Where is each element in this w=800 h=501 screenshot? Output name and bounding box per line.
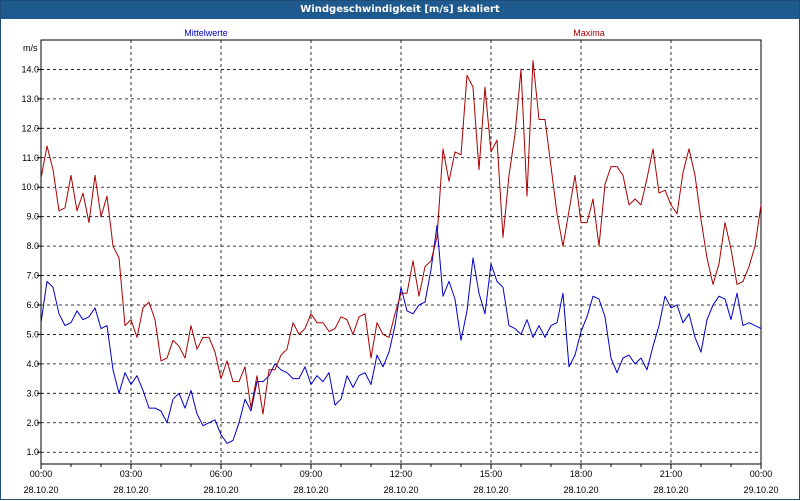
series xyxy=(40,60,762,444)
x-tick-time-label: 18:00 xyxy=(570,469,593,479)
series-line-mittelwerte xyxy=(40,225,762,444)
y-tick-label: 14.0 xyxy=(21,64,39,74)
x-tick-time-label: 15:00 xyxy=(480,469,503,479)
y-tick-label: 10.0 xyxy=(21,182,39,192)
x-tick-date-label: 28.10.20 xyxy=(473,485,508,495)
grid xyxy=(41,40,761,464)
y-tick-label: 8.0 xyxy=(26,241,39,251)
x-tick-time-label: 00:00 xyxy=(30,469,53,479)
y-tick-label: 2.0 xyxy=(26,418,39,428)
window-title: Windgeschwindigkeit [m/s] skaliert xyxy=(1,1,799,19)
axes: 1.0 2.0 3.0 4.0 5.0 6.0 7.0 8.0 9.0 10.0 11.0 12.0 1… xyxy=(21,39,779,495)
y-tick-label: 6.0 xyxy=(26,300,39,310)
x-tick-date-label: 28.10.20 xyxy=(563,485,598,495)
x-tick-date-label: 28.10.20 xyxy=(293,485,328,495)
y-tick-label: 11.0 xyxy=(22,153,39,163)
x-tick-time-label: 06:00 xyxy=(210,469,233,479)
x-tick-time-label: 09:00 xyxy=(300,469,323,479)
y-tick-label: 12.0 xyxy=(21,123,39,133)
series-line-maxima xyxy=(40,60,762,415)
x-tick-time-label: 03:00 xyxy=(120,469,143,479)
x-tick-time-label: 21:00 xyxy=(660,469,683,479)
y-tick-label: 3.0 xyxy=(26,388,39,398)
y-tick-label: 4.0 xyxy=(26,359,39,369)
y-tick-label: 9.0 xyxy=(26,212,39,222)
y-axis-unit-label: m/s xyxy=(23,43,38,53)
legend-mean: Mittelwerte xyxy=(184,28,228,38)
legend-max: Maxima xyxy=(573,28,605,38)
y-tick-label: 1.0 xyxy=(26,447,39,457)
y-tick-label: 13.0 xyxy=(21,94,39,104)
y-tick-label: 5.0 xyxy=(26,329,39,339)
y-tick-label: 7.0 xyxy=(26,271,39,281)
x-tick-date-label: 29.10.20 xyxy=(743,485,778,495)
x-tick-date-label: 28.10.20 xyxy=(113,485,148,495)
x-tick-time-label: 00:00 xyxy=(750,469,773,479)
x-tick-date-label: 28.10.20 xyxy=(23,485,58,495)
x-tick-date-label: 28.10.20 xyxy=(203,485,238,495)
x-tick-time-label: 12:00 xyxy=(390,469,413,479)
x-tick-date-label: 28.10.20 xyxy=(653,485,688,495)
x-tick-date-label: 28.10.20 xyxy=(383,485,418,495)
